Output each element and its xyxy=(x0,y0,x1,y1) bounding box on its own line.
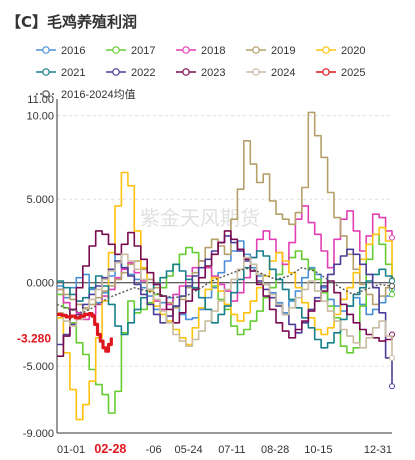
series-line-2024 xyxy=(57,253,393,358)
series-line-2021 xyxy=(57,250,393,349)
legend-marker-2019 xyxy=(252,46,260,54)
legend-marker-2020 xyxy=(322,46,330,54)
series-line-avg xyxy=(56,267,393,314)
legend-marker-2017 xyxy=(112,46,120,54)
legend-label-2022: 2022 xyxy=(131,67,155,79)
y-tick-label: 5.000 xyxy=(26,194,54,206)
current-value-label: -3.280 xyxy=(17,331,51,345)
x-tick-label: 02-28 xyxy=(94,442,126,456)
x-tick-label: 10-15 xyxy=(304,444,332,456)
legend-label-2024: 2024 xyxy=(271,67,295,79)
legend-label-2018: 2018 xyxy=(201,45,225,57)
series-end-marker-2017 xyxy=(389,291,395,298)
x-tick-label: 08-28 xyxy=(261,444,289,456)
legend-label-2019: 2019 xyxy=(271,45,295,57)
x-tick-label: 01-01 xyxy=(57,444,85,456)
y-tick-label: -5.000 xyxy=(23,361,54,373)
legend-label-2016: 2016 xyxy=(61,45,85,57)
y-tick-label: 11.00 xyxy=(27,94,54,106)
y-tick-label: 0.000 xyxy=(26,278,54,290)
legend: 2016 2017 2018 2019 2020 2021 2022 2023 2024 2025… xyxy=(36,45,365,101)
legend-marker-2024 xyxy=(252,68,260,76)
legend-marker-2018 xyxy=(182,46,190,54)
legend-marker-2021 xyxy=(42,68,50,76)
legend-label-2017: 2017 xyxy=(131,45,155,57)
axes xyxy=(56,99,392,434)
y-tick-label: -9.000 xyxy=(23,428,54,440)
legend-label-avg: 2016-2024均值 xyxy=(61,88,136,101)
legend-label-2025: 2025 xyxy=(341,67,365,79)
legend-marker-2025 xyxy=(322,68,330,76)
legend-marker-2016 xyxy=(42,46,50,54)
x-tick-label: -06 xyxy=(146,444,162,456)
legend-label-2023: 2023 xyxy=(201,67,225,79)
series-line-2023 xyxy=(57,230,393,357)
legend-label-2021: 2021 xyxy=(61,67,85,79)
legend-marker-avg xyxy=(42,90,50,98)
legend-marker-2022 xyxy=(112,68,120,76)
plot-area xyxy=(56,111,395,421)
series-end-marker-2022 xyxy=(389,383,395,390)
legend-marker-2023 xyxy=(182,68,190,76)
axis-labels: -9.000 -5.000 0.000 5.000 10.00 11.00 -3.280 01… xyxy=(17,94,392,456)
series-line-2019 xyxy=(57,111,393,309)
series-end-marker-2024 xyxy=(389,354,395,361)
x-tick-label: 07-11 xyxy=(218,444,245,456)
x-tick-label: 12-31 xyxy=(364,444,392,456)
series-line-2020 xyxy=(57,171,393,421)
series-line-2025 xyxy=(57,312,113,353)
legend-label-2020: 2020 xyxy=(341,45,365,57)
chart-title: 【C】毛鸡养殖利润 xyxy=(6,13,137,31)
x-tick-label: 05-24 xyxy=(175,444,203,456)
y-tick-label: 10.00 xyxy=(26,111,54,123)
series-end-marker-2018 xyxy=(389,234,395,241)
series-end-marker-avg xyxy=(389,283,395,290)
watermark: 紫金天风期货 xyxy=(140,206,260,230)
series-end-marker-2021 xyxy=(389,278,395,285)
